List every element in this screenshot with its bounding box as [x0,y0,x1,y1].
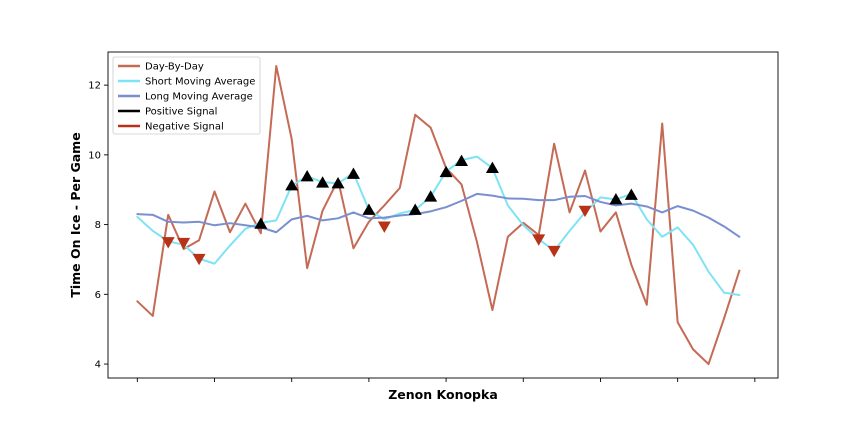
legend-label-long: Long Moving Average [145,92,253,103]
negative-signal-marker [578,205,592,218]
axes: 4 6 8 10 12 [88,51,779,382]
y-tick-label: 8 [95,220,101,231]
negative-signal-marker [161,237,175,249]
positive-signal-marker [331,176,345,189]
x-axis-title: Zenon Konopka [388,387,498,402]
legend-box [112,56,261,135]
positive-signal-marker [609,192,623,205]
positive-signal-marker [254,217,268,229]
legend-label-negative: Negative Signal [145,122,224,133]
y-tick-label: 12 [88,81,101,92]
y-tick-label: 10 [88,150,101,161]
plot-area [136,64,741,366]
y-tick-label: 4 [95,360,101,371]
series-line-short [136,155,741,297]
negative-signal-marker [532,234,546,246]
negative-signal-marker [192,253,206,266]
positive-signal-marker [455,154,469,167]
positive-signal-marker [624,188,638,200]
axes-frame [107,51,779,379]
negative-signal-marker [377,221,391,233]
positive-signal-marker [424,190,438,202]
series-line-long [136,192,741,238]
legend-label-short: Short Moving Average [145,77,255,88]
legend: Day-By-Day Short Moving Average Long Movin… [112,56,261,135]
y-tick-label: 6 [95,290,101,301]
positive-signal-marker [300,169,314,182]
positive-signal-marker [485,161,499,173]
series-line-day [136,64,741,366]
legend-label-day: Day-By-Day [145,62,204,73]
positive-signal-marker [408,203,422,215]
positive-signal-marker [316,176,330,188]
positive-signal-marker [285,179,299,191]
positive-signal-marker [362,203,376,215]
negative-signal-marker [547,245,561,258]
y-axis-title: Time On Ice - Per Game [68,132,83,297]
legend-label-positive: Positive Signal [145,107,217,118]
negative-signal-marker [177,237,191,250]
positive-signal-marker [439,165,453,178]
positive-signal-marker [346,167,360,179]
